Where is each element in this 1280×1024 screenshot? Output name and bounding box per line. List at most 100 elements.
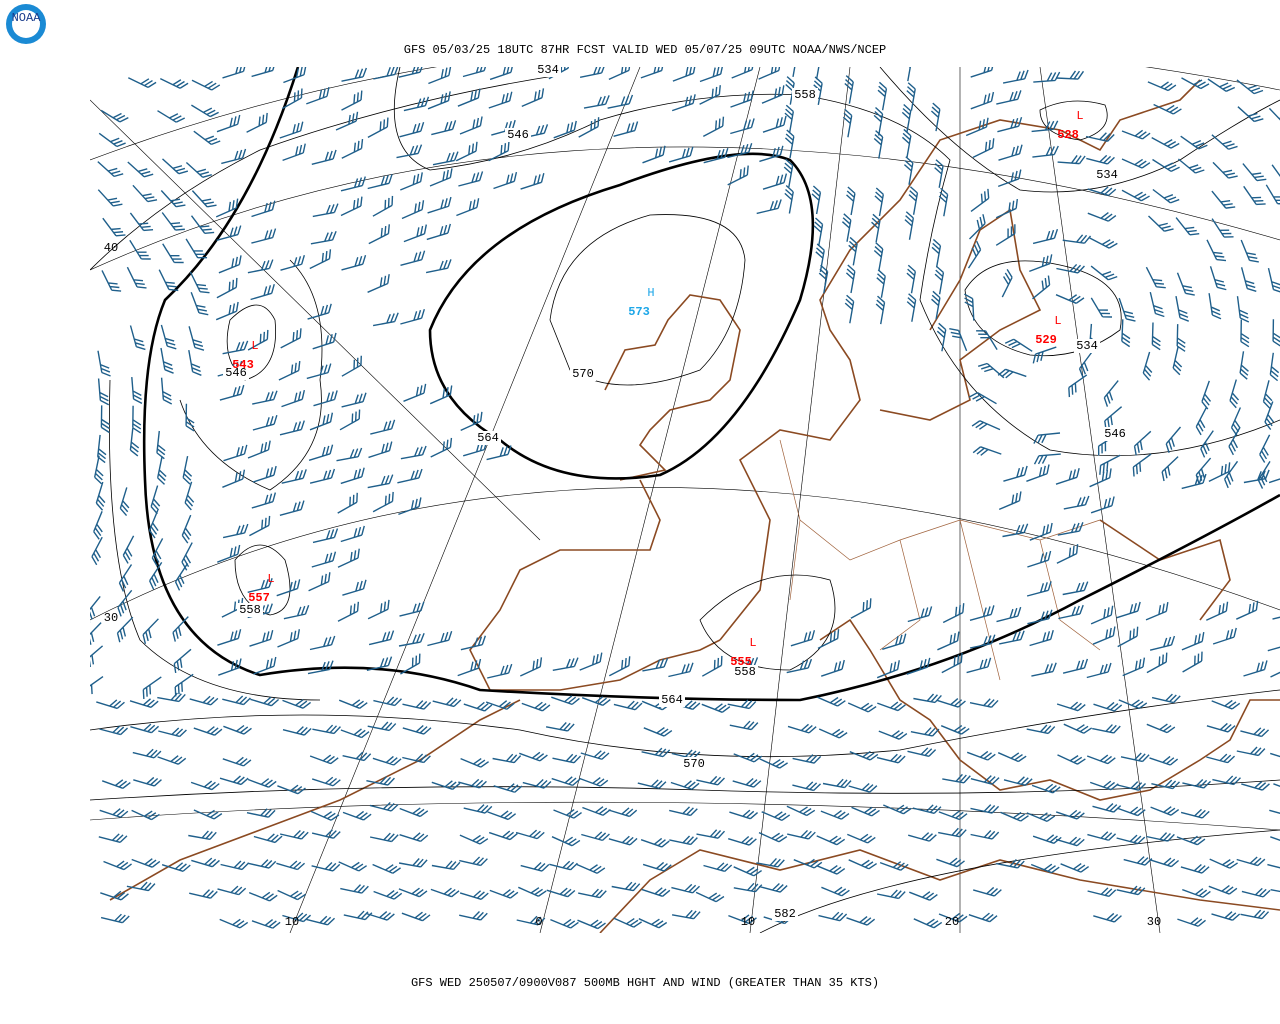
contour <box>699 574 836 671</box>
coastline <box>599 849 1280 933</box>
wind-barb <box>100 913 130 924</box>
wind-barb <box>578 117 600 138</box>
wind-barb <box>459 911 488 921</box>
wind-barb <box>996 90 1022 105</box>
wind-barb <box>762 115 787 133</box>
wind-barb <box>1153 103 1182 115</box>
wind-barb <box>1208 462 1231 483</box>
wind-barb <box>1237 106 1264 123</box>
wind-barb <box>1086 754 1116 765</box>
wind-barb <box>875 295 886 325</box>
wind-barb <box>1093 701 1123 712</box>
wind-barb <box>400 308 426 325</box>
wind-barb <box>398 887 428 898</box>
coastline <box>469 479 721 691</box>
wind-barb <box>699 85 721 105</box>
wind-barb <box>878 730 908 740</box>
wind-barb <box>998 491 1022 511</box>
wind-barb <box>492 753 522 764</box>
wind-barb <box>1093 912 1122 923</box>
wind-barb <box>98 132 126 148</box>
wind-barb <box>972 138 995 159</box>
wind-barb <box>160 377 173 405</box>
wind-barb <box>976 330 998 350</box>
wind-barb <box>1146 832 1175 842</box>
wind-barb <box>101 779 131 789</box>
wind-barb <box>1180 863 1210 874</box>
map-area <box>90 67 1280 933</box>
wind-barb <box>1243 660 1268 677</box>
wind-barb <box>521 701 551 712</box>
wind-barb <box>367 274 390 293</box>
wind-barb <box>818 911 848 922</box>
wind-barb <box>906 657 931 675</box>
wind-barb <box>936 322 947 352</box>
wind-barb <box>309 635 336 651</box>
wind-barb <box>608 835 638 846</box>
wind-barb <box>1032 145 1059 158</box>
wind-barb <box>1259 434 1271 463</box>
wind-barb <box>90 622 102 648</box>
wind-barb <box>1055 836 1085 847</box>
wind-barb <box>696 829 726 839</box>
wind-barb <box>545 722 575 732</box>
wind-barb <box>456 198 480 217</box>
wind-barb <box>699 67 724 83</box>
contour-564-high <box>428 152 815 480</box>
wind-barb <box>157 755 187 765</box>
wind-barb <box>1151 693 1181 704</box>
wind-barb <box>282 143 306 162</box>
wind-barb <box>488 830 518 841</box>
wind-barb <box>460 757 490 768</box>
wind-barb <box>913 918 943 929</box>
wind-barb <box>997 752 1027 763</box>
wind-barb <box>1086 662 1112 679</box>
wind-barb <box>1151 136 1180 149</box>
wind-barb <box>250 696 280 707</box>
wind-barb <box>342 810 372 821</box>
wind-barb <box>487 663 513 679</box>
wind-barb <box>276 860 306 871</box>
wind-barb <box>251 919 281 929</box>
wind-barb <box>129 428 140 457</box>
wind-barb <box>252 390 278 405</box>
wind-barb <box>1206 722 1236 733</box>
wind-barb <box>1146 723 1176 734</box>
wind-barb <box>368 630 395 646</box>
wind-barb <box>1149 755 1179 766</box>
wind-barb <box>841 213 852 242</box>
wind-barb <box>1055 294 1085 304</box>
wind-barb <box>403 383 427 402</box>
wind-barb <box>342 579 367 596</box>
wind-barb <box>968 392 997 405</box>
grid-label: 10 <box>741 915 755 929</box>
center-value: 555 <box>730 655 752 669</box>
wind-barb <box>1032 834 1062 844</box>
wind-barb <box>876 889 906 900</box>
wind-barb <box>613 917 642 928</box>
label-bg <box>535 63 561 77</box>
wind-barb <box>100 890 129 901</box>
wind-barb <box>520 862 550 872</box>
wind-barb <box>276 579 301 597</box>
wind-barb <box>184 481 195 511</box>
wind-barb <box>1116 806 1146 817</box>
wind-barb <box>341 90 363 111</box>
wind-barb <box>193 809 223 820</box>
wind-barb <box>432 697 462 708</box>
wind-barb <box>1099 454 1121 475</box>
wind-barb <box>931 238 942 268</box>
wind-barb <box>1060 863 1090 873</box>
wind-barb <box>188 830 217 841</box>
wind-barb <box>1236 746 1266 757</box>
wind-barb <box>1180 808 1210 819</box>
wind-barb <box>1241 781 1270 791</box>
wind-barb <box>223 444 248 462</box>
latitude-line <box>90 67 1280 161</box>
wind-barb <box>486 445 512 461</box>
label-bg <box>475 431 501 445</box>
wind-barb <box>731 67 755 79</box>
wind-barb <box>759 145 784 163</box>
wind-barb <box>583 95 610 109</box>
center-letter: L <box>251 339 258 353</box>
